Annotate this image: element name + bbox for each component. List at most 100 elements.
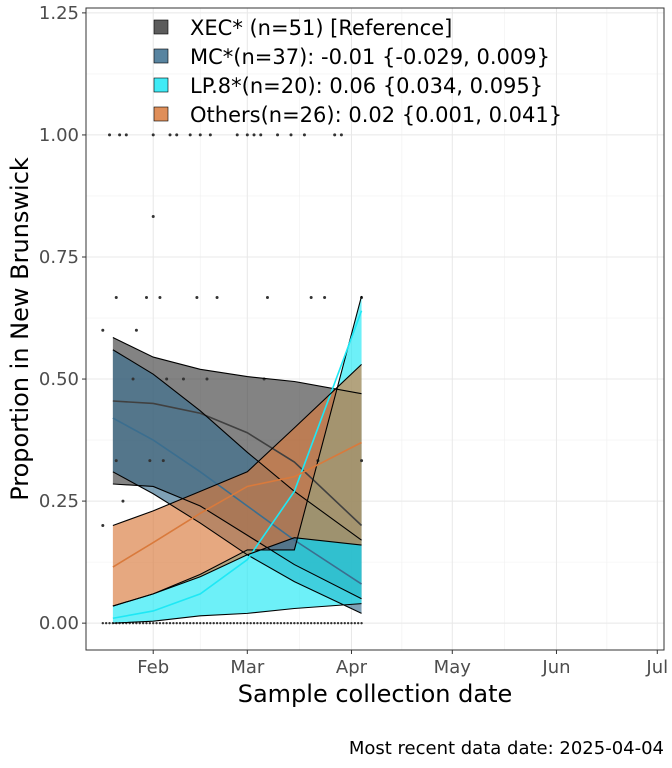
data-point-zero [104,621,108,625]
data-point-zero [145,621,148,625]
data-point-zero [343,621,346,625]
data-point [302,133,306,137]
data-point-zero [356,621,360,625]
x-tick-label: Feb [137,657,169,678]
data-point [108,133,112,137]
data-point-zero [336,621,340,625]
data-point-zero [303,621,306,625]
data-point [131,377,135,381]
data-point-zero [195,621,199,625]
data-points [101,133,364,625]
data-point-zero [306,621,309,625]
data-point-zero [360,621,363,625]
legend-swatch-3 [153,106,169,122]
data-point-zero [249,621,252,625]
data-point-zero [236,621,239,625]
data-point [181,377,185,381]
data-point [195,296,199,300]
legend-label-2: LP.8*(n=20): 0.06 {0.034, 0.095} [190,74,543,98]
data-point-zero [212,621,215,625]
data-point [175,133,179,137]
data-point-zero [209,621,212,625]
data-point-zero [178,621,182,625]
data-point-zero [108,621,111,625]
data-point [360,459,364,463]
data-point-zero [239,621,242,625]
data-point-zero [182,621,185,625]
data-point [276,133,280,137]
data-point [148,459,152,463]
data-point-zero [199,621,202,625]
x-tick-label: Jun [541,657,570,678]
legend-swatch-0 [153,19,169,35]
data-point-zero [286,621,289,625]
y-tick-label: 0.00 [39,613,79,634]
data-point-zero [175,621,178,625]
fit-lines [112,295,363,624]
data-point-zero [152,621,155,625]
data-point-zero [162,621,165,625]
data-point [188,133,192,137]
data-point-zero [148,621,152,625]
data-point-zero [172,621,175,625]
data-point [215,296,219,300]
legend-label-0: XEC* (n=51) [Reference] [190,16,452,40]
data-point-zero [330,621,333,625]
data-point [245,133,249,137]
data-point-zero [283,621,286,625]
data-point [333,133,337,137]
fit-line-series-2 [112,310,363,620]
lower-bound-series-2 [112,603,362,624]
data-point [144,296,148,300]
data-point-zero [269,621,273,625]
data-point [259,133,263,137]
data-point [289,133,293,137]
y-tick-label: 0.75 [39,247,79,268]
x-axis-title: Sample collection date [238,680,513,708]
x-tick-label: Mar [230,657,265,678]
data-point-zero [185,621,189,625]
data-point-zero [155,621,158,625]
data-point-zero [299,621,303,625]
data-point-zero [262,621,266,625]
data-point-zero [289,621,293,625]
data-point [101,524,105,528]
legend-label-3: Others(n=26): 0.02 {0.001, 0.041} [190,103,562,127]
x-axis: Feb Mar Apr May Jun Jul [137,650,668,678]
data-point-zero [323,621,326,625]
data-point-zero [205,621,209,625]
data-point-zero [141,621,145,625]
data-point [339,133,343,137]
data-point [323,296,327,300]
band-series-2 [112,296,362,624]
data-point [309,296,313,300]
data-point-zero [165,621,168,625]
data-point-zero [138,621,141,625]
data-point [198,133,202,137]
data-point-zero [272,621,276,625]
data-point-zero [242,621,246,625]
legend-swatch-2 [153,77,169,93]
fit-line-series-1 [112,417,362,585]
data-point [252,133,256,137]
x-tick-label: Apr [336,657,368,678]
data-point-zero [353,621,357,625]
legend-label-1: MC*(n=37): -0.01 {-0.029, 0.009} [190,45,550,69]
data-point-zero [326,621,330,625]
y-axis-title: Proportion in New Brunswick [6,157,34,501]
confidence-bands [112,296,362,624]
y-tick-label: 1.25 [39,3,79,24]
data-point [124,133,128,137]
fit-line-series-3 [112,441,362,568]
upper-bound-series-1 [112,349,362,541]
data-point-zero [346,621,350,625]
data-point-zero [246,621,249,625]
data-point [114,459,118,463]
data-point-zero [333,621,336,625]
data-point [168,133,172,137]
data-point-zero [266,621,269,625]
data-point-zero [350,621,353,625]
data-point [158,296,162,300]
data-point-zero [188,621,192,625]
